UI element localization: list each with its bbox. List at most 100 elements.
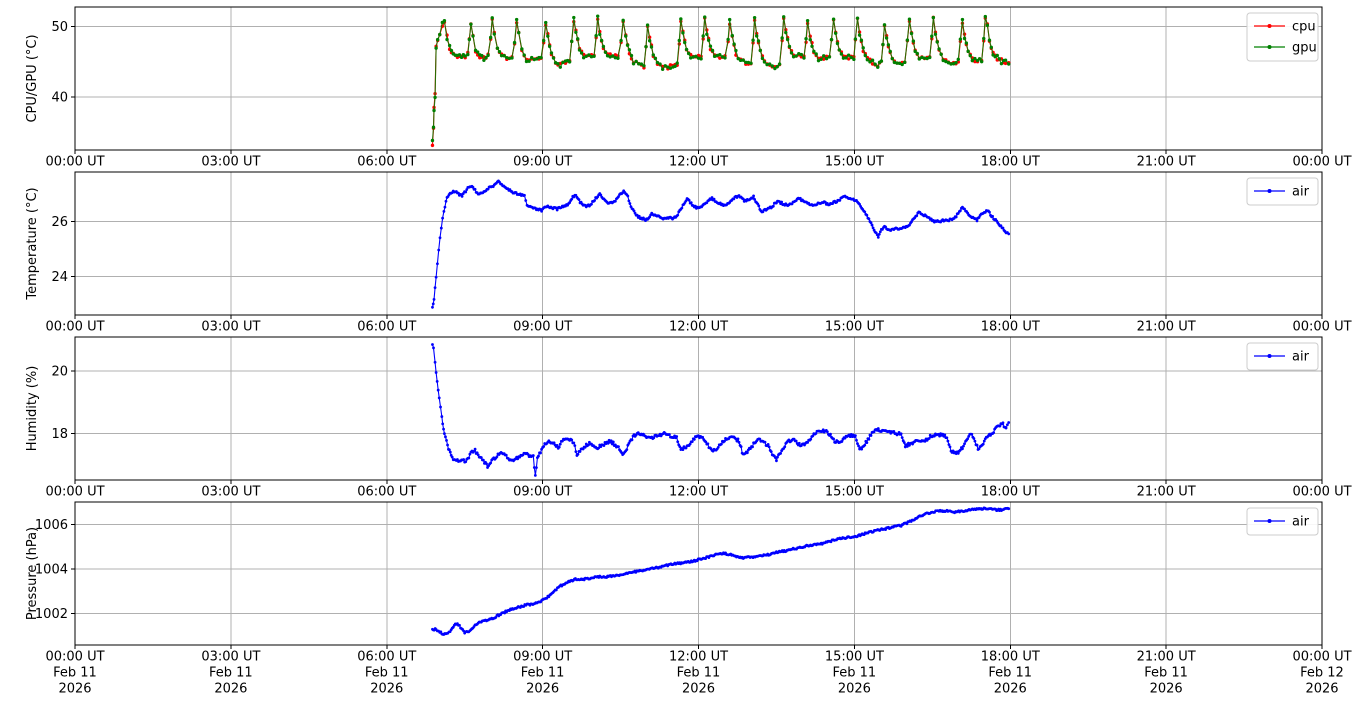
data-point: [692, 438, 696, 441]
data-point: [450, 455, 454, 459]
data-point: [532, 57, 537, 62]
series-markers-cpu: [430, 15, 1011, 148]
data-point: [504, 453, 508, 457]
data-point: [666, 65, 670, 69]
data-point: [863, 210, 867, 214]
data-point: [943, 433, 947, 437]
data-point: [814, 52, 818, 56]
data-point: [853, 37, 858, 41]
legend: cpu gpu: [1246, 12, 1319, 62]
x-tick-label: 00:00 UT: [1292, 485, 1351, 500]
data-point: [539, 55, 543, 60]
data-point: [651, 53, 655, 57]
data-point: [471, 34, 475, 38]
data-point: [903, 60, 907, 65]
data-point: [632, 209, 636, 213]
data-point: [1005, 423, 1009, 427]
data-point: [802, 56, 806, 60]
data-point: [981, 442, 985, 446]
data-point: [784, 30, 788, 35]
x-tick-year-label: 2026: [214, 682, 247, 697]
data-point: [752, 15, 757, 20]
data-point: [547, 44, 552, 49]
data-point: [497, 50, 502, 54]
legend-label: air: [1292, 185, 1310, 200]
data-point: [941, 58, 945, 63]
x-tick-label: 00:00 UT: [45, 485, 104, 500]
data-point: [594, 33, 598, 38]
x-tick-label: 00:00 UT: [1292, 155, 1351, 170]
data-point: [982, 439, 986, 443]
data-point: [958, 209, 962, 213]
x-tick-label: 00:00 UT: [1292, 650, 1351, 665]
series-markers-air: [431, 506, 1011, 636]
data-point: [701, 435, 705, 439]
data-point: [486, 187, 490, 191]
data-point: [824, 56, 829, 61]
panel-humidity-: 00:00 UT 03:00 UT 06:00 UT 09:00 UT 12:00 UT…: [25, 336, 1352, 500]
data-point: [963, 207, 966, 211]
data-point: [960, 17, 965, 22]
data-point: [611, 54, 615, 58]
data-point: [816, 58, 821, 63]
data-point: [678, 445, 682, 448]
data-point: [524, 59, 529, 64]
data-point: [601, 44, 606, 49]
data-point: [473, 447, 477, 451]
data-point: [694, 54, 698, 59]
data-point: [626, 194, 630, 198]
data-point: [992, 431, 996, 435]
data-point: [578, 450, 582, 453]
data-point: [988, 210, 991, 214]
data-point: [613, 56, 618, 60]
data-point: [433, 95, 437, 100]
data-point: [663, 64, 667, 68]
data-point: [810, 44, 814, 48]
y-axis-label: CPU/GPU (°C): [25, 34, 40, 122]
data-point: [972, 437, 976, 440]
data-point: [911, 39, 916, 43]
x-tick-year-label: 2026: [1305, 682, 1338, 697]
x-tick-date-label: Feb 11: [53, 666, 97, 681]
legend-label: air: [1292, 515, 1310, 530]
data-point: [806, 441, 810, 444]
x-tick-label: 15:00 UT: [825, 320, 884, 335]
data-point: [954, 61, 958, 65]
data-point: [956, 452, 960, 455]
data-point: [870, 223, 874, 227]
data-point: [832, 437, 835, 441]
data-point: [884, 225, 887, 229]
data-point: [876, 65, 880, 69]
data-point: [1001, 421, 1005, 425]
data-point: [985, 23, 990, 28]
y-tick-label: 1006: [35, 518, 68, 533]
x-tick-label: 21:00 UT: [1137, 485, 1196, 500]
data-point: [437, 248, 441, 252]
data-point: [649, 45, 654, 49]
data-point: [597, 446, 601, 450]
data-point: [464, 460, 468, 464]
data-point: [857, 33, 862, 37]
data-point: [897, 61, 902, 66]
data-point: [741, 58, 745, 62]
data-point: [631, 62, 636, 66]
data-point: [899, 432, 903, 436]
data-point: [948, 445, 952, 449]
data-point: [609, 439, 613, 443]
data-point: [577, 48, 582, 52]
data-point: [856, 442, 859, 446]
data-point: [620, 451, 623, 454]
data-point: [718, 52, 722, 57]
data-point: [430, 143, 435, 148]
data-point: [758, 437, 762, 441]
data-point: [835, 41, 840, 46]
data-point: [447, 43, 452, 48]
data-point: [464, 190, 468, 194]
x-tick-label: 12:00 UT: [669, 320, 728, 335]
data-point: [593, 199, 596, 202]
data-point: [673, 64, 677, 68]
legend-box: [1246, 12, 1319, 62]
data-point: [736, 437, 740, 441]
data-point: [744, 60, 748, 65]
